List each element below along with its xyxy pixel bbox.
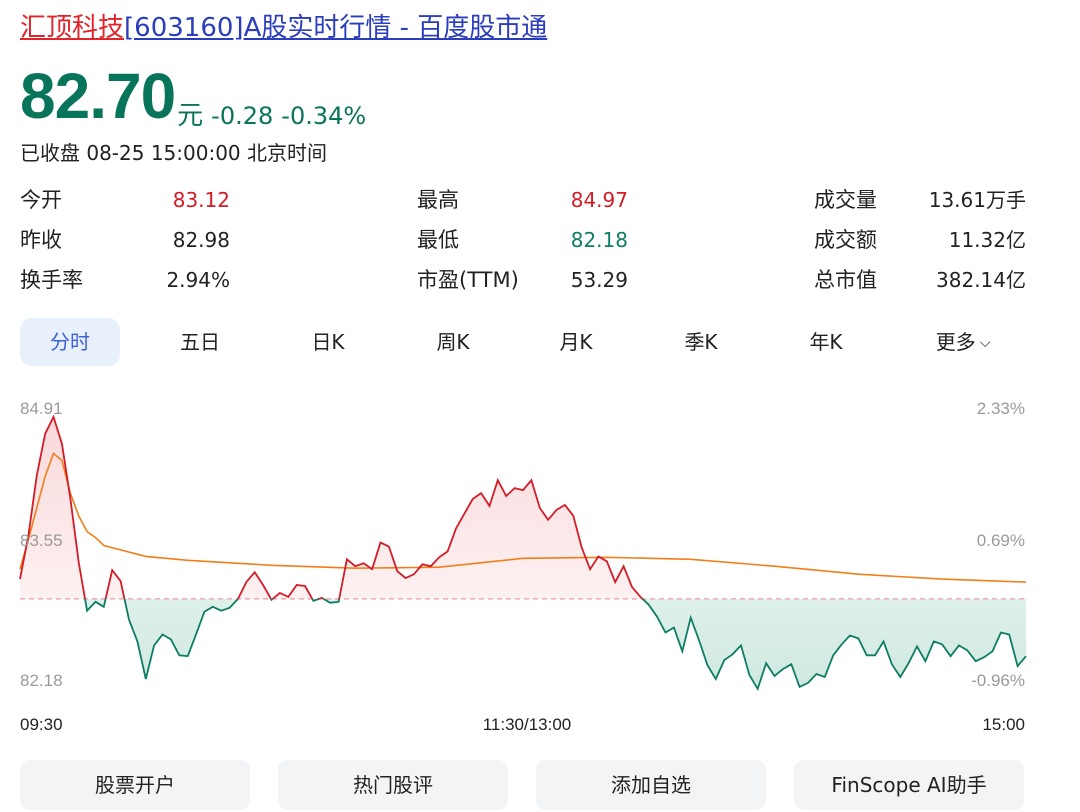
y-tick-label-left: 82.18 [20, 671, 63, 690]
market-status: 已收盘 08-25 15:00:00 北京时间 [20, 141, 328, 165]
x-tick-label: 15:00 [982, 715, 1025, 734]
title-rest: A股实时行情 - 百度股市通 [243, 13, 548, 43]
stats-grid: 今开 83.12 最高 84.97 成交量 13.61万手 昨收 82.98 最… [20, 180, 1026, 300]
x-tick-label: 11:30/13:00 [483, 715, 572, 734]
price-change: -0.28 [211, 102, 274, 130]
stat-label-open: 今开 [20, 188, 62, 212]
y-tick-label-right: 0.69% [977, 531, 1025, 550]
tab-daily-k[interactable]: 日K [278, 318, 378, 366]
y-tick-label-left: 83.55 [20, 531, 63, 550]
intraday-chart[interactable]: 84.91 83.55 82.18 2.33% 0.69% -0.96% 09:30 11:3… [0, 386, 1080, 746]
tab-label: 五日 [180, 330, 220, 354]
stat-value-prev-close: 82.98 [172, 228, 230, 252]
current-price: 82.70 [20, 60, 176, 132]
y-tick-label-left: 84.91 [20, 399, 63, 418]
tab-label: 分时 [50, 330, 90, 354]
tab-weekly-k[interactable]: 周K [403, 318, 503, 366]
y-tick-label-right: -0.96% [971, 671, 1025, 690]
tab-monthly-k[interactable]: 月K [526, 318, 626, 366]
chevron-down-icon: ⌵ [979, 335, 991, 351]
tab-label: 日K [311, 330, 345, 354]
price-area-down [85, 598, 1026, 689]
stock-name-link[interactable]: 汇顶科技 [20, 13, 125, 43]
tab-label: 更多 [935, 330, 976, 354]
stat-label-turnover-amount: 成交额 [814, 228, 877, 252]
stat-label-low: 最低 [417, 228, 459, 252]
price-line-down [84, 598, 1027, 692]
stock-code: [603160] [124, 13, 244, 43]
stat-label-volume: 成交量 [814, 188, 877, 212]
tab-quarterly-k[interactable]: 季K [651, 318, 751, 366]
tab-label: 月K [559, 330, 593, 354]
stat-value-open: 83.12 [172, 188, 230, 212]
price-change-pct: -0.34% [281, 102, 367, 130]
tab-label: 季K [684, 330, 718, 354]
stat-value-pe-ttm: 53.29 [570, 268, 628, 292]
stat-value-low: 82.18 [570, 228, 628, 252]
stat-value-turnover-rate: 2.94% [166, 268, 230, 292]
tab-more[interactable]: 更多 ⌵ [913, 318, 1013, 366]
stat-value-market-cap: 382.14亿 [936, 268, 1026, 292]
price-unit: 元 [177, 101, 204, 131]
stat-label-prev-close: 昨收 [20, 228, 62, 252]
page-title[interactable]: 汇顶科技[603160]A股实时行情 - 百度股市通 [20, 8, 547, 48]
price-area-up [20, 416, 1026, 599]
stat-label-high: 最高 [417, 188, 459, 212]
period-tabs: 分时 五日 日K 周K 月K 季K 年K 更多 ⌵ [20, 318, 1030, 366]
price-line-up [19, 414, 644, 599]
hot-comments-button[interactable]: 热门股评 [278, 760, 508, 810]
stat-label-turnover-rate: 换手率 [20, 268, 83, 292]
tab-intraday[interactable]: 分时 [20, 318, 120, 366]
stat-label-pe-ttm: 市盈(TTM) [417, 268, 519, 292]
stat-value-volume: 13.61万手 [928, 188, 1026, 212]
stat-label-market-cap: 总市值 [814, 268, 877, 292]
y-tick-label-right: 2.33% [977, 399, 1025, 418]
stat-value-high: 84.97 [570, 188, 628, 212]
tab-label: 周K [436, 330, 470, 354]
average-price-line [19, 452, 1027, 583]
finscope-ai-button[interactable]: FinScope AI助手 [794, 760, 1024, 810]
action-bar: 股票开户 热门股评 添加自选 FinScope AI助手 [20, 760, 1030, 810]
open-account-button[interactable]: 股票开户 [20, 760, 250, 810]
add-watchlist-button[interactable]: 添加自选 [536, 760, 766, 810]
tab-label: 年K [809, 330, 843, 354]
intraday-chart-svg: 84.91 83.55 82.18 2.33% 0.69% -0.96% 09:30 11:3… [19, 399, 1027, 734]
price-row: 82.70元 -0.28 -0.34% [20, 60, 367, 132]
stat-value-turnover-amount: 11.32亿 [948, 228, 1026, 252]
tab-five-day[interactable]: 五日 [150, 318, 250, 366]
x-tick-label: 09:30 [20, 715, 63, 734]
tab-yearly-k[interactable]: 年K [776, 318, 876, 366]
